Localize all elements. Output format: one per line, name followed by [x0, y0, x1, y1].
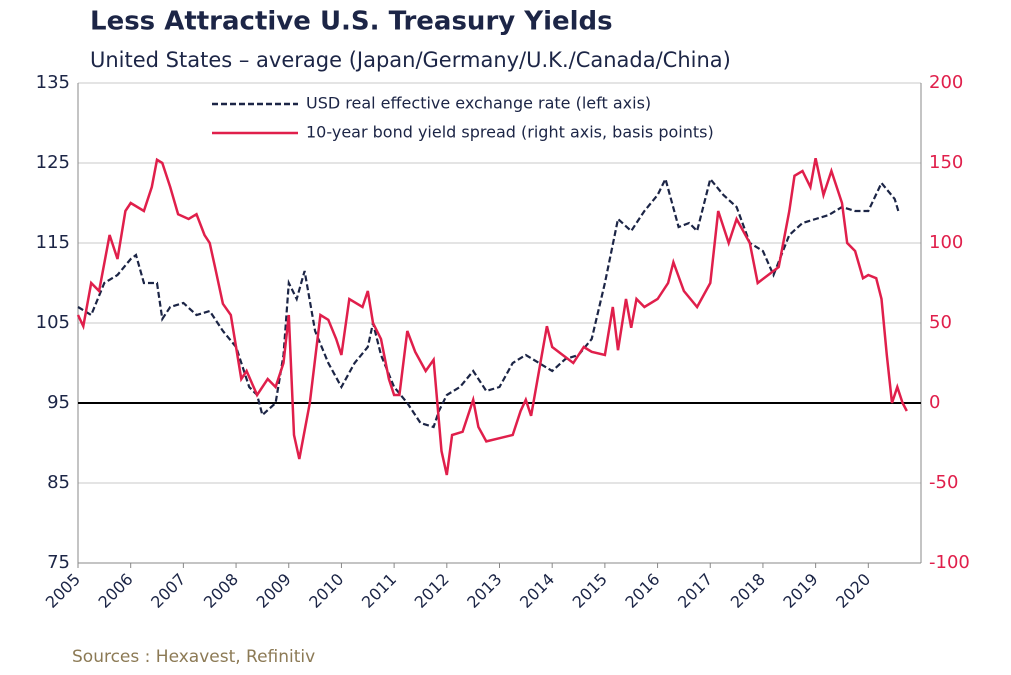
y2-tick-label: 200: [929, 72, 963, 93]
y-tick-label: 95: [47, 392, 70, 413]
y2-tick-label: 0: [929, 392, 940, 413]
y2-tick-label: -100: [929, 552, 970, 573]
y-tick-label: 105: [36, 312, 70, 333]
y2-tick-label: -50: [929, 472, 958, 493]
x-tick-label: 2006: [94, 570, 136, 612]
x-tick-label: 2018: [727, 570, 769, 612]
source: Sources : Hexavest, Refinitiv: [72, 647, 315, 667]
series-line: [76, 157, 908, 476]
x-tick-label: 2005: [42, 570, 84, 612]
legend-label: USD real effective exchange rate (left a…: [306, 94, 651, 113]
x-tick-label: 2010: [305, 570, 347, 612]
x-tick-label: 2019: [779, 570, 821, 612]
y-tick-label: 125: [36, 152, 70, 173]
x-tick-label: 2020: [832, 570, 874, 612]
y-tick-label: 75: [47, 552, 70, 573]
legend-label: 10-year bond yield spread (right axis, b…: [306, 123, 714, 142]
series-line: [77, 175, 900, 429]
chart-title: Less Attractive U.S. Treasury Yields: [90, 7, 613, 37]
x-tick-label: 2013: [463, 570, 505, 612]
x-tick-label: 2009: [253, 570, 295, 612]
x-tick-label: 2016: [621, 570, 663, 612]
x-tick-label: 2014: [516, 570, 558, 612]
x-tick-label: 2007: [147, 570, 189, 612]
x-tick-label: 2017: [674, 570, 716, 612]
y-tick-label: 135: [36, 72, 70, 93]
y-tick-label: 85: [47, 472, 70, 493]
y-tick-label: 115: [36, 232, 70, 253]
x-tick-label: 2015: [569, 570, 611, 612]
chart-subtitle: United States – average (Japan/Germany/U…: [90, 48, 731, 72]
x-tick-label: 2012: [411, 570, 453, 612]
y2-tick-label: 100: [929, 232, 963, 253]
x-tick-label: 2011: [358, 570, 400, 612]
y2-tick-label: 50: [929, 312, 952, 333]
x-tick-label: 2008: [200, 570, 242, 612]
y2-tick-label: 150: [929, 152, 963, 173]
